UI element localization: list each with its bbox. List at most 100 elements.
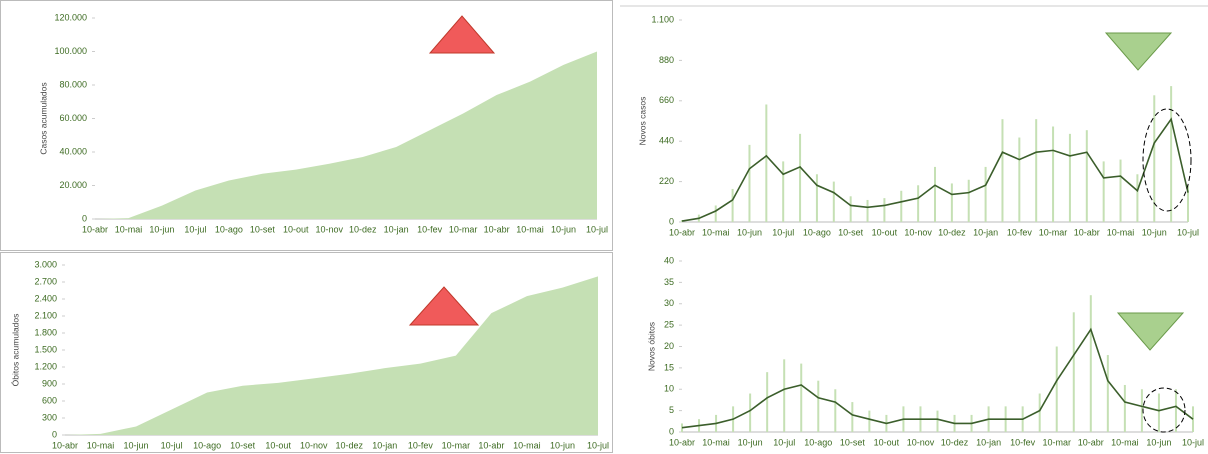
- bar: [714, 205, 717, 222]
- x-tick-label: 10-dez: [938, 227, 966, 237]
- bar: [950, 183, 953, 222]
- y-tick-label: 20.000: [59, 180, 87, 190]
- bar: [900, 190, 903, 222]
- highlight-ellipse: [1142, 387, 1186, 433]
- x-tick-label: 10-nov: [300, 440, 328, 450]
- bar: [765, 104, 768, 222]
- bar: [967, 179, 970, 222]
- bar: [1068, 133, 1071, 222]
- x-tick-label: 10-set: [250, 224, 276, 234]
- bar: [834, 389, 837, 432]
- bar: [815, 174, 818, 222]
- bar: [1055, 346, 1058, 432]
- bar: [748, 144, 751, 222]
- line: [681, 117, 1189, 222]
- y-tick-label: 10: [664, 384, 674, 394]
- bar: [1157, 393, 1160, 432]
- bar: [1018, 137, 1021, 222]
- x-tick-label: 10-jun: [124, 440, 149, 450]
- x-tick-label: 10-fev: [408, 440, 434, 450]
- y-tick-label: 15: [664, 362, 674, 372]
- x-tick-label: 10-jan: [976, 437, 1001, 447]
- x-tick-label: 10-mar: [449, 224, 478, 234]
- up-arrow: [408, 286, 480, 326]
- bar: [1072, 312, 1075, 432]
- x-tick-label: 10-ago: [215, 224, 243, 234]
- x-tick-label: 10-jul: [587, 440, 609, 450]
- x-tick-label: 10-jul: [772, 227, 794, 237]
- x-tick-label: 10-abr: [669, 437, 695, 447]
- x-tick-label: 10-jul: [586, 224, 608, 234]
- y-tick-label: 2.400: [34, 293, 57, 303]
- bar: [1035, 119, 1038, 222]
- area: [65, 276, 598, 435]
- x-tick-label: 10-mai: [702, 437, 730, 447]
- y-tick-label: 1.100: [651, 14, 674, 24]
- bar: [1123, 384, 1126, 432]
- x-tick-label: 10-abr: [52, 440, 78, 450]
- y-tick-label: 900: [42, 378, 57, 388]
- x-tick-label: 10-jan: [384, 224, 409, 234]
- bar: [782, 161, 785, 222]
- bar: [917, 185, 920, 222]
- x-tick-label: 10-abr: [478, 440, 504, 450]
- y-tick-label: 40: [664, 255, 674, 265]
- y-tick-label: 40.000: [59, 146, 87, 156]
- bar: [1052, 126, 1055, 222]
- x-tick-label: 10-abr: [1078, 437, 1104, 447]
- bar: [783, 359, 786, 432]
- bar: [1001, 119, 1004, 222]
- bar: [731, 188, 734, 222]
- y-tick-label: 60.000: [59, 113, 87, 123]
- y-tick-label: 300: [42, 412, 57, 422]
- y-tick-label: 0: [52, 429, 57, 439]
- bar: [1102, 161, 1105, 222]
- y-axis-label: Óbitos acumulados: [10, 314, 20, 387]
- y-tick-label: 1.500: [34, 344, 57, 354]
- y-tick-label: 0: [82, 213, 87, 223]
- x-tick-label: 10-out: [283, 224, 309, 234]
- y-tick-label: 0: [669, 216, 674, 226]
- y-tick-label: 5: [669, 405, 674, 415]
- bar: [799, 133, 802, 222]
- bar: [1085, 130, 1088, 222]
- y-tick-label: 2.700: [34, 276, 57, 286]
- bar: [851, 402, 854, 432]
- bar: [817, 380, 820, 432]
- y-tick-label: 3.000: [34, 259, 57, 269]
- bar: [1119, 159, 1122, 222]
- x-tick-label: 10-nov: [904, 227, 932, 237]
- bar: [832, 181, 835, 222]
- x-tick-label: 10-jun: [550, 440, 575, 450]
- down-arrow: [1104, 32, 1173, 71]
- x-tick-label: 10-jan: [973, 227, 998, 237]
- x-tick-label: 10-out: [265, 440, 291, 450]
- x-tick-label: 10-ago: [804, 437, 832, 447]
- x-tick-label: 10-nov: [316, 224, 344, 234]
- x-tick-label: 10-mai: [87, 440, 115, 450]
- bar: [800, 363, 803, 432]
- y-tick-label: 120.000: [54, 12, 87, 22]
- bar: [849, 196, 852, 222]
- area: [95, 51, 597, 219]
- x-tick-label: 10-jul: [773, 437, 795, 447]
- x-tick-label: 10-dez: [349, 224, 377, 234]
- bar: [1136, 174, 1139, 222]
- x-tick-label: 10-out: [874, 437, 900, 447]
- bar: [866, 199, 869, 222]
- x-tick-label: 10-set: [838, 227, 864, 237]
- y-tick-label: 30: [664, 298, 674, 308]
- bar: [1187, 185, 1189, 222]
- x-tick-label: 10-jan: [372, 440, 397, 450]
- bar: [936, 410, 939, 432]
- y-tick-label: 1.800: [34, 327, 57, 337]
- bar: [1106, 355, 1109, 432]
- bar: [749, 393, 752, 432]
- bar: [1170, 86, 1173, 222]
- x-tick-label: 10-jun: [738, 437, 763, 447]
- y-tick-label: 100.000: [54, 46, 87, 56]
- x-tick-label: 10-set: [230, 440, 256, 450]
- x-tick-label: 10-jul: [184, 224, 206, 234]
- x-tick-label: 10-abr: [82, 224, 108, 234]
- x-tick-label: 10-fev: [417, 224, 443, 234]
